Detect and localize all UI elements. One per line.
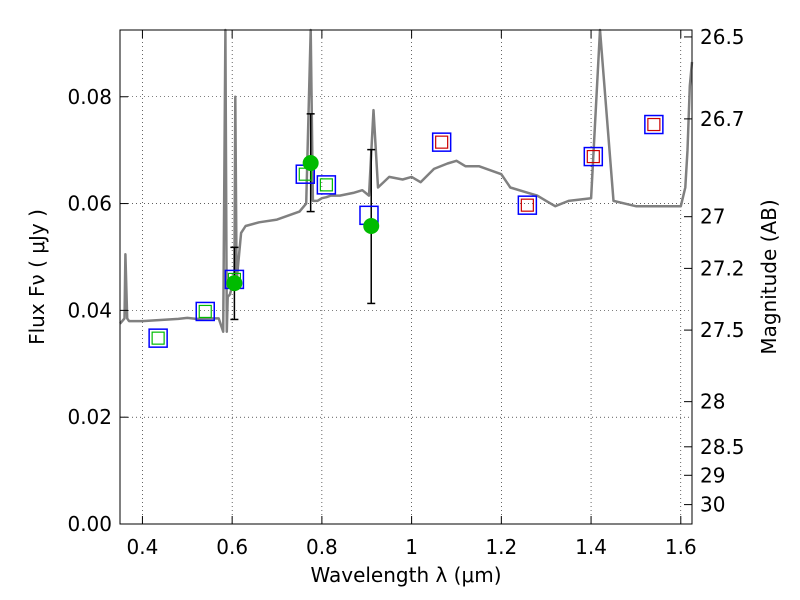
model-square-marker <box>151 331 165 345</box>
right-tick-label: 29 <box>700 463 725 487</box>
right-tick-label: 27.2 <box>700 256 745 280</box>
model-square-marker <box>198 304 212 319</box>
observed-square-marker <box>517 195 538 215</box>
x-tick-label: 0.4 <box>127 535 159 559</box>
y-tick-label: 0.06 <box>67 192 112 216</box>
model-square-marker <box>520 198 534 212</box>
observed-square-marker <box>148 328 168 348</box>
right-tick-label: 27 <box>700 205 725 229</box>
plot-frame <box>119 29 693 525</box>
observed-square-marker <box>316 175 337 195</box>
right-tick-label: 30 <box>700 493 725 517</box>
y-tick-label: 0.00 <box>67 512 112 536</box>
x-tick-label: 0.6 <box>216 535 248 559</box>
x-tick-label: 1.4 <box>575 535 607 559</box>
x-tick-label: 1.6 <box>665 535 697 559</box>
model-square-marker <box>647 117 661 132</box>
y-tick-label: 0.08 <box>67 85 112 109</box>
y-axis-label: Flux Fν ( μJy ) <box>25 209 49 345</box>
green-point-marker <box>226 275 243 292</box>
axis-ticks: 0.4 0.6 0.8 1 1.2 1.4 1.6 0.00 0.02 0.04 0.06 0.08 2… <box>67 25 744 559</box>
right-tick-label: 26.7 <box>700 107 745 131</box>
observed-square-marker <box>431 132 452 152</box>
y-tick-label: 0.02 <box>67 405 112 429</box>
green-point-marker <box>363 217 380 234</box>
right-tick-label: 28 <box>700 390 725 414</box>
x-tick-label: 0.8 <box>306 535 338 559</box>
model-square-marker <box>435 135 449 149</box>
observed-square-marker <box>644 114 664 135</box>
y-tick-label: 0.04 <box>67 298 112 322</box>
model-square-marker <box>319 178 333 192</box>
sed-model-line <box>119 28 694 333</box>
plot-area <box>119 28 694 348</box>
x-axis-label: Wavelength λ (μm) <box>310 563 501 587</box>
right-tick-label: 27.5 <box>700 318 745 342</box>
green-point-marker <box>302 154 319 171</box>
right-axis-label: Magnitude (AB) <box>757 199 781 354</box>
observed-square-marker <box>195 301 215 322</box>
right-tick-label: 26.5 <box>700 25 745 49</box>
model-square-marker <box>586 149 600 164</box>
x-tick-label: 1.2 <box>485 535 517 559</box>
x-tick-label: 1 <box>405 535 418 559</box>
right-tick-label: 28.5 <box>700 435 745 459</box>
observed-square-marker <box>583 146 604 167</box>
